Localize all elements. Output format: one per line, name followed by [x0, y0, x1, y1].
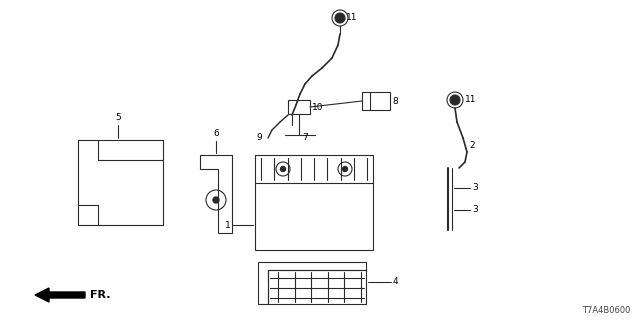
Bar: [362, 92, 390, 110]
Text: 11: 11: [465, 95, 477, 105]
Circle shape: [213, 197, 219, 203]
Text: 7: 7: [302, 133, 308, 142]
Bar: [268, 270, 366, 304]
Text: 8: 8: [392, 97, 397, 106]
Text: 3: 3: [472, 205, 477, 214]
Text: 6: 6: [213, 129, 219, 138]
Circle shape: [335, 13, 345, 23]
Text: T7A4B0600: T7A4B0600: [582, 306, 630, 315]
Text: 4: 4: [393, 277, 399, 286]
Text: 3: 3: [472, 183, 477, 193]
Bar: [255, 155, 373, 250]
Circle shape: [450, 95, 460, 105]
Text: 11: 11: [346, 13, 358, 22]
Text: 1: 1: [225, 220, 231, 229]
Text: 2: 2: [469, 140, 475, 149]
Text: FR.: FR.: [90, 290, 111, 300]
Bar: [288, 100, 310, 114]
Text: 9: 9: [256, 132, 262, 141]
Text: 10: 10: [312, 102, 323, 111]
Circle shape: [342, 166, 348, 172]
Circle shape: [280, 166, 285, 172]
Text: 5: 5: [115, 113, 121, 122]
FancyArrow shape: [35, 288, 85, 302]
